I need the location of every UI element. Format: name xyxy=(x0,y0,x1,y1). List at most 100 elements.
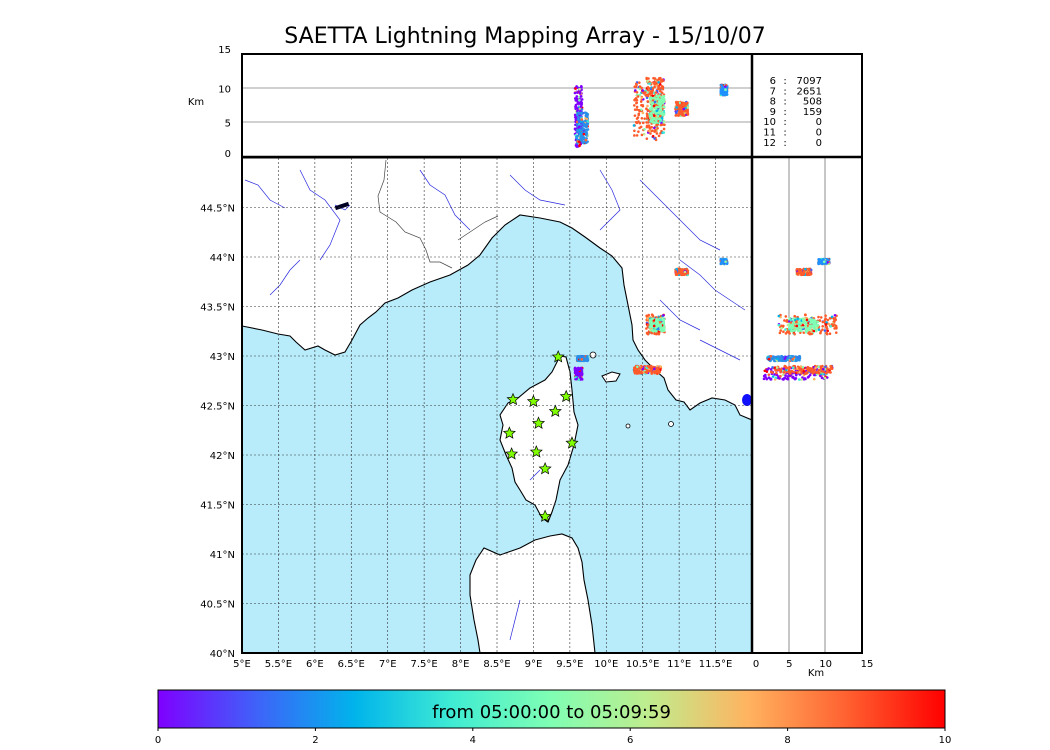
lightning-source-side xyxy=(788,370,791,374)
lightning-source-alt xyxy=(683,114,686,117)
lightning-source-alt xyxy=(646,79,649,83)
lightning-source-side xyxy=(818,319,822,322)
lightning-source-side xyxy=(810,332,814,336)
colorbar-tick: 8 xyxy=(784,735,790,746)
lightning-source xyxy=(675,272,678,276)
lightning-source-alt xyxy=(645,76,648,80)
lightning-source xyxy=(662,313,665,317)
lma-stations xyxy=(502,350,579,522)
lightning-source-side xyxy=(767,357,771,361)
lightning-source-side xyxy=(805,318,809,322)
count-sep: : xyxy=(783,128,786,139)
lightning-source-side xyxy=(830,315,834,319)
station-marker xyxy=(529,445,543,458)
lat-tick-label: 41°N xyxy=(210,550,235,561)
lightning-source-alt xyxy=(675,102,678,105)
lon-tick-label: 11.5°E xyxy=(699,659,733,670)
lon-tick-label: 7°E xyxy=(379,659,397,670)
lightning-source-side xyxy=(773,366,777,369)
lightning-source-alt xyxy=(653,126,656,130)
lightning-source xyxy=(651,314,655,318)
lightning-source-side xyxy=(795,324,799,328)
lightning-source-side xyxy=(784,328,787,331)
lightning-source-alt xyxy=(633,104,636,107)
lightning-source-side xyxy=(828,370,831,374)
lightning-source-side xyxy=(807,375,811,378)
lightning-source-alt xyxy=(648,100,652,104)
lightning-source xyxy=(660,329,664,333)
lon-tick-label: 9.5°E xyxy=(556,659,583,670)
lightning-source-alt xyxy=(661,123,664,126)
altitude-unit-label: Km xyxy=(188,97,204,108)
lightning-source-side xyxy=(780,324,783,328)
lightning-source xyxy=(675,267,678,271)
lightning-source-alt xyxy=(646,86,650,89)
lightning-source xyxy=(576,370,579,373)
lightning-source-alt xyxy=(641,89,645,92)
lightning-source-alt xyxy=(579,85,583,88)
lightning-source-alt xyxy=(662,113,666,116)
lightning-source-side xyxy=(815,371,819,374)
lightning-source-alt xyxy=(575,106,578,109)
lightning-source-side xyxy=(774,376,778,380)
lightning-source-side xyxy=(823,318,827,321)
lightning-source xyxy=(645,314,648,318)
lightning-source-side xyxy=(833,323,836,326)
lightning-source-alt xyxy=(579,132,582,136)
lightning-source-side xyxy=(795,359,798,362)
lightning-source-side xyxy=(788,374,792,377)
lightning-source-side xyxy=(777,323,781,327)
lightning-source-alt xyxy=(659,108,663,112)
lightning-source-alt xyxy=(576,91,579,94)
lightning-source-side xyxy=(804,377,807,381)
lightning-source-alt xyxy=(655,98,658,101)
lightning-source-side xyxy=(808,318,811,321)
lightning-source-side xyxy=(782,330,785,333)
lightning-source-side xyxy=(819,374,822,378)
lightning-source-alt xyxy=(655,94,658,97)
lightning-source-alt xyxy=(585,141,588,144)
lightning-source xyxy=(679,271,682,274)
lightning-source-alt xyxy=(634,89,637,92)
lightning-source xyxy=(652,324,656,328)
lightning-source-alt xyxy=(681,112,684,115)
lightning-source-side xyxy=(775,357,779,360)
lightning-source-side xyxy=(798,321,801,325)
lightning-source-alt xyxy=(640,86,643,90)
lightning-source-side xyxy=(803,372,807,376)
lightning-source-side xyxy=(833,316,837,320)
lightning-source xyxy=(646,323,650,327)
lightning-source-side xyxy=(826,367,829,370)
lightning-source-side xyxy=(804,322,808,326)
colorbar-tick: 10 xyxy=(939,735,952,746)
lightning-source-alt xyxy=(636,95,640,98)
count-label: 6 xyxy=(770,76,776,87)
lightning-source-side xyxy=(791,358,795,361)
lightning-source-alt xyxy=(682,107,686,111)
lightning-source-side xyxy=(785,319,789,323)
lightning-source-alt xyxy=(585,117,589,120)
lightning-source-side xyxy=(785,370,788,374)
lightning-source-alt xyxy=(649,89,653,93)
lightning-source-side xyxy=(797,324,801,328)
lightning-source xyxy=(633,369,636,372)
lon-tick-label: 11°E xyxy=(667,659,691,670)
lightning-source-side xyxy=(833,313,837,317)
lightning-source xyxy=(640,365,644,369)
lightning-source xyxy=(650,331,653,334)
lat-tick-label: 44.5°N xyxy=(200,204,235,215)
lightning-source-alt xyxy=(573,115,577,119)
lightning-source-alt xyxy=(634,82,638,86)
lightning-source xyxy=(652,329,655,332)
station-marker xyxy=(505,447,519,460)
lightning-source-side xyxy=(788,332,791,335)
lightning-source-alt xyxy=(647,89,650,92)
colorbar-tick: 4 xyxy=(470,735,476,746)
lightning-source-alt xyxy=(660,97,664,100)
lat-tick-label: 40°N xyxy=(210,649,235,660)
lightning-source-alt xyxy=(586,128,590,131)
lightning-source xyxy=(659,365,662,368)
lightning-source-alt xyxy=(586,120,589,123)
lightning-source-alt xyxy=(584,138,588,142)
